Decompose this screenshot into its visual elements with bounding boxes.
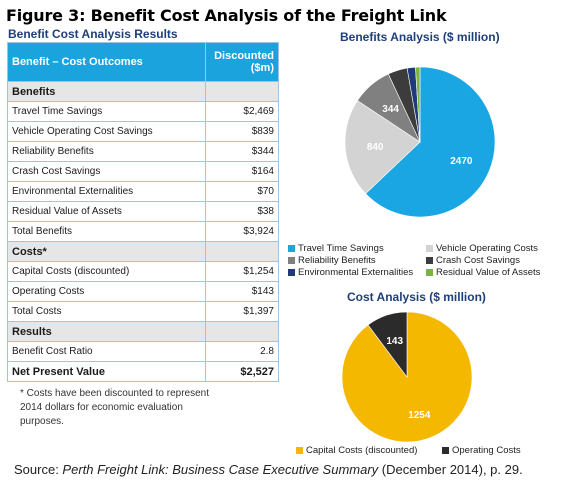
legend-swatch [426,268,433,276]
table-row: Crash Cost Savings $164 [7,161,279,182]
row-label: Vehicle Operating Cost Savings [7,121,206,142]
table-row: Residual Value of Assets $38 [7,201,279,222]
legend-swatch [426,256,433,264]
legend-swatch [288,268,295,276]
legend-item: Environmental Externalities [288,267,413,278]
row-label: Capital Costs (discounted) [7,261,206,282]
row-label: Environmental Externalities [7,181,206,202]
benefits-legend: Travel Time Savings Vehicle Operating Co… [288,243,578,279]
row-value: 2.8 [205,341,279,362]
pie-slice-capital-costs-discounted [341,311,473,443]
source-line: Source: Perth Freight Link: Business Cas… [14,462,523,477]
pie-slice-operating-costs [367,311,408,378]
table-row-npv: Net Present Value $2,527 [7,361,279,382]
cost-legend: Capital Costs (discounted) Operating Cos… [296,445,576,459]
legend-label: Vehicle Operating Costs [436,243,538,254]
npv-label: Net Present Value [7,361,206,382]
benefits-chart-title: Benefits Analysis ($ million) [340,30,500,44]
header-outcomes: Benefit – Cost Outcomes [7,42,206,82]
benefit-cost-table: Benefit – Cost Outcomes Discounted ($m) … [7,42,279,382]
legend-item: Crash Cost Savings [426,255,520,266]
row-value: $344 [205,141,279,162]
pie-data-label: 344 [382,104,399,115]
pie-slice-vehicle-operating-costs [344,100,421,195]
row-value: $38 [205,201,279,222]
row-value: $3,924 [205,221,279,242]
row-label: Benefit Cost Ratio [7,341,206,362]
legend-item: Residual Value of Assets [426,267,540,278]
row-value: $143 [205,281,279,302]
pie-data-label: 2470 [450,156,473,167]
table-row-total: Total Costs $1,397 [7,301,279,322]
table-row: Operating Costs $143 [7,281,279,302]
row-label: Residual Value of Assets [7,201,206,222]
section-heading: Costs* [7,241,206,262]
section-heading: Benefits [7,81,206,102]
section-heading: Results [7,321,206,342]
section-costs: Costs* [7,241,279,262]
row-value: $1,397 [205,301,279,322]
legend-label: Reliability Benefits [298,255,376,266]
benefits-pie-chart: 2470 840 344 [344,66,496,218]
table-row: Vehicle Operating Cost Savings $839 [7,121,279,142]
footnote: * Costs have been discounted to represen… [20,388,210,427]
row-value: $1,254 [205,261,279,282]
legend-item: Reliability Benefits [288,255,376,266]
figure-title: Figure 3: Benefit Cost Analysis of the F… [6,6,447,25]
source-suffix: (December 2014), p. 29. [378,462,523,477]
table-row: Capital Costs (discounted) $1,254 [7,261,279,282]
legend-swatch [442,446,449,454]
legend-label: Environmental Externalities [298,267,414,278]
table-row: Reliability Benefits $344 [7,141,279,162]
legend-label: Capital Costs (discounted) [306,445,418,456]
npv-value: $2,527 [205,361,279,382]
row-value: $2,469 [205,101,279,122]
pie-slice-travel-time-savings [365,66,496,218]
row-label: Reliability Benefits [7,141,206,162]
legend-label: Residual Value of Assets [436,267,541,278]
source-prefix: Source: [14,462,63,477]
row-value: $839 [205,121,279,142]
legend-item: Capital Costs (discounted) [296,445,417,456]
cost-pie-chart: 1254 143 [341,311,473,443]
legend-swatch [296,446,303,454]
pie-data-label: 143 [386,336,403,347]
legend-label: Operating Costs [452,445,521,456]
table-row: Benefit Cost Ratio 2.8 [7,341,279,362]
table-row: Travel Time Savings $2,469 [7,101,279,122]
source-title: Perth Freight Link: Business Case Execut… [62,462,379,477]
table-header-row: Benefit – Cost Outcomes Discounted ($m) [7,42,279,82]
pie-data-label: 840 [367,142,384,153]
row-value: $164 [205,161,279,182]
row-label: Total Benefits [7,221,206,242]
section-results: Results [7,321,279,342]
header-discounted: Discounted ($m) [205,42,279,82]
table-row-total: Total Benefits $3,924 [7,221,279,242]
row-label: Total Costs [7,301,206,322]
table-title: Benefit Cost Analysis Results [8,27,178,41]
legend-label: Crash Cost Savings [436,255,520,266]
row-value: $70 [205,181,279,202]
table-row: Environmental Externalities $70 [7,181,279,202]
legend-label: Travel Time Savings [298,243,384,254]
pie-slice-residual-value-of-assets [415,66,421,143]
legend-swatch [426,244,433,252]
row-label: Travel Time Savings [7,101,206,122]
legend-item: Vehicle Operating Costs [426,243,538,254]
legend-swatch [288,256,295,264]
legend-item: Operating Costs [442,445,521,456]
row-label: Operating Costs [7,281,206,302]
legend-item: Travel Time Savings [288,243,384,254]
row-label: Crash Cost Savings [7,161,206,182]
cost-chart-title: Cost Analysis ($ million) [347,290,486,304]
pie-data-label: 1254 [408,410,431,421]
section-benefits: Benefits [7,81,279,102]
legend-swatch [288,244,295,252]
